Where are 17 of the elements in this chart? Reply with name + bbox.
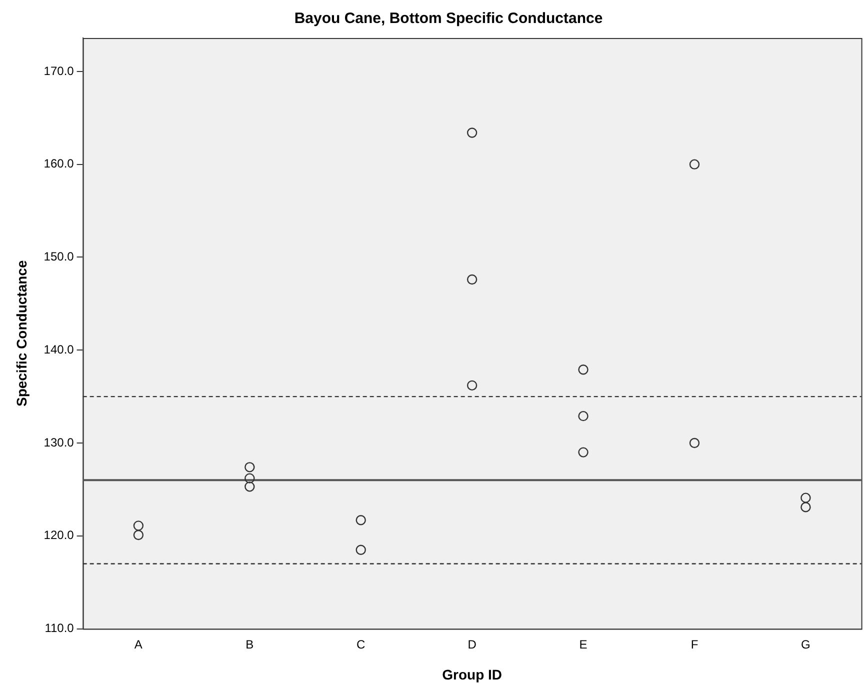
x-tick-label: C: [356, 637, 366, 652]
y-tick-label: 130.0: [44, 435, 74, 450]
y-tick-label: 120.0: [44, 528, 74, 542]
y-tick-label: 140.0: [44, 342, 74, 356]
x-tick-label: A: [134, 637, 142, 652]
y-tick-label: 160.0: [44, 156, 74, 171]
x-axis-title: Group ID: [442, 666, 502, 682]
x-tick-label: E: [579, 637, 588, 652]
x-tick-label: G: [801, 637, 810, 652]
y-tick-label: 150.0: [44, 250, 74, 264]
y-tick-label: 170.0: [44, 64, 74, 78]
x-tick-label: D: [468, 637, 477, 652]
x-tick-label: F: [690, 637, 698, 652]
y-axis-title: Specific Conductance: [13, 260, 30, 407]
x-tick-label: B: [246, 637, 254, 652]
chart-title: Bayou Cane, Bottom Specific Conductance: [294, 10, 603, 28]
y-tick-label: 110.0: [44, 621, 74, 636]
